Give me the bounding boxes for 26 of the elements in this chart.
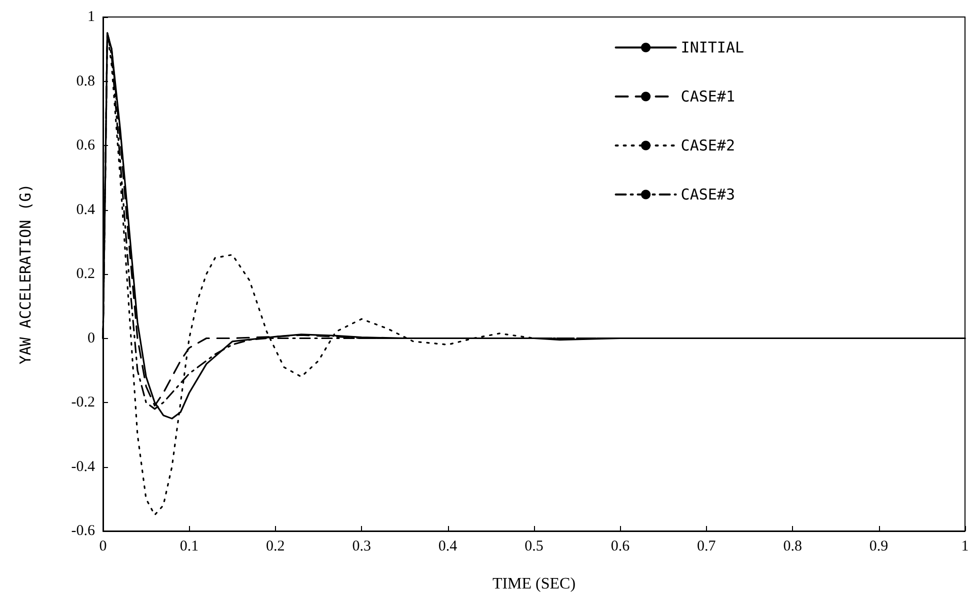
- y-tick-label: 0: [88, 330, 95, 346]
- x-tick-label: 0.5: [524, 538, 544, 554]
- y-tick-label: 1: [88, 9, 95, 25]
- y-tick-label: -0.2: [71, 394, 95, 410]
- x-tick-label: 0.4: [438, 538, 458, 554]
- x-tick-label: 0.2: [266, 538, 285, 554]
- legend-label: CASE#2: [680, 136, 735, 154]
- legend-label: CASE#3: [680, 186, 735, 204]
- x-tick-label: 0.9: [869, 538, 888, 554]
- y-tick-label: 0.8: [76, 73, 95, 90]
- x-tick-label: 0: [99, 538, 107, 554]
- x-tick-label: 0.8: [783, 538, 802, 554]
- y-tick-label: 0.4: [76, 202, 96, 218]
- x-tick-label: 0.6: [610, 538, 630, 554]
- legend-label: CASE#1: [680, 88, 735, 106]
- y-axis-title: YAW ACCELERATION (G): [16, 184, 34, 364]
- y-tick-label: -0.6: [71, 523, 96, 539]
- x-tick-label: 0.3: [352, 538, 371, 554]
- y-tick-label: 0.6: [76, 138, 96, 154]
- y-tick-label: 0.2: [76, 266, 95, 282]
- x-tick-label: 0.1: [180, 538, 199, 554]
- y-tick-label: -0.4: [71, 458, 96, 475]
- x-tick-label: 1: [961, 538, 969, 554]
- x-axis-title: TIME (SEC): [492, 576, 576, 592]
- x-tick-label: 0.7: [697, 538, 716, 554]
- legend-label: INITIAL: [680, 38, 744, 56]
